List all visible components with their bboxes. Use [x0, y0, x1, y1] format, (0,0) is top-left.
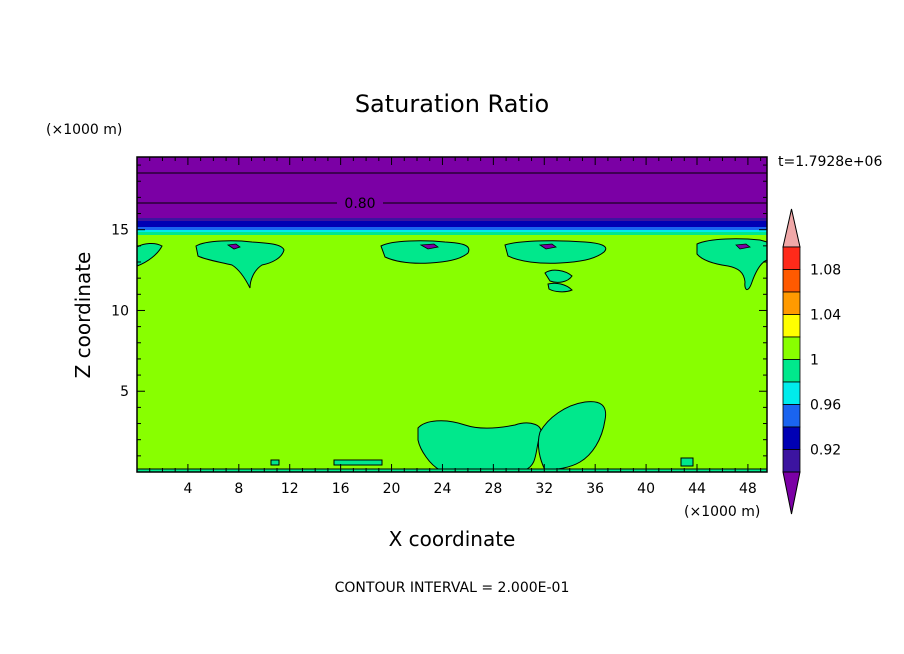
plot-area [137, 157, 767, 472]
dry-specks [226, 243, 751, 250]
contour-interval-label: CONTOUR INTERVAL = 2.000E-01 [335, 580, 570, 596]
colorbar-level [782, 404, 801, 428]
y-tick-label: 15 [111, 223, 129, 239]
transition-band-5 [137, 232, 767, 235]
colorbar-label: 1 [810, 353, 819, 369]
near-saturation-patches [137, 238, 767, 472]
x-tick-label: 20 [383, 481, 401, 497]
colorbar-level [782, 314, 801, 338]
x-tick-label: 40 [637, 481, 655, 497]
contour-label: 0.80 [344, 196, 375, 212]
colorbar-label: 1.08 [810, 263, 841, 279]
colorbar-label: 0.92 [810, 443, 841, 459]
colorbar-bottom-arrow [782, 471, 801, 515]
colorbar-level [782, 449, 801, 473]
plot-frame [136, 156, 768, 473]
colorbar-level [782, 291, 801, 315]
x-tick-label: 12 [281, 481, 299, 497]
y-axis-label: Z coordinate [71, 252, 95, 379]
x-axis-label: X coordinate [389, 527, 516, 551]
y-tick-label: 10 [111, 303, 129, 319]
transition-band-3 [137, 227, 767, 230]
x-tick-label: 44 [688, 481, 706, 497]
x-tick-label: 28 [484, 481, 502, 497]
time-label: t=1.7928e+06 [778, 154, 882, 170]
colorbar-level [782, 336, 801, 360]
colorbar-label: 1.04 [810, 308, 841, 324]
dry-upper-layer [137, 157, 767, 218]
transition-band-2 [137, 221, 767, 227]
colorbar-label: 0.96 [810, 398, 841, 414]
colorbar-level [782, 359, 801, 383]
colorbar: 1.08 1.04 1 0.96 0.92 [782, 208, 841, 515]
x-unit-label: (×1000 m) [684, 504, 760, 520]
transition-band-4 [137, 230, 767, 232]
x-tick-label: 4 [183, 481, 192, 497]
x-tick-label: 32 [535, 481, 553, 497]
chart-title: Saturation Ratio [355, 90, 549, 118]
x-tick-label: 24 [434, 481, 452, 497]
z-unit-label: (×1000 m) [46, 122, 122, 138]
colorbar-level [782, 426, 801, 450]
colorbar-level [782, 246, 801, 270]
x-tick-label: 8 [234, 481, 243, 497]
x-axis-ticks: 4 8 12 16 20 24 28 32 36 40 44 48 [149, 157, 762, 497]
transition-band-1 [137, 218, 767, 221]
x-tick-label: 16 [332, 481, 350, 497]
colorbar-level [782, 269, 801, 293]
x-tick-label: 48 [739, 481, 757, 497]
colorbar-top-arrow [782, 208, 801, 248]
y-tick-label: 5 [120, 384, 129, 400]
colorbar-level [782, 381, 801, 405]
y-axis-ticks: 5 10 15 [111, 164, 767, 457]
x-tick-label: 36 [586, 481, 604, 497]
